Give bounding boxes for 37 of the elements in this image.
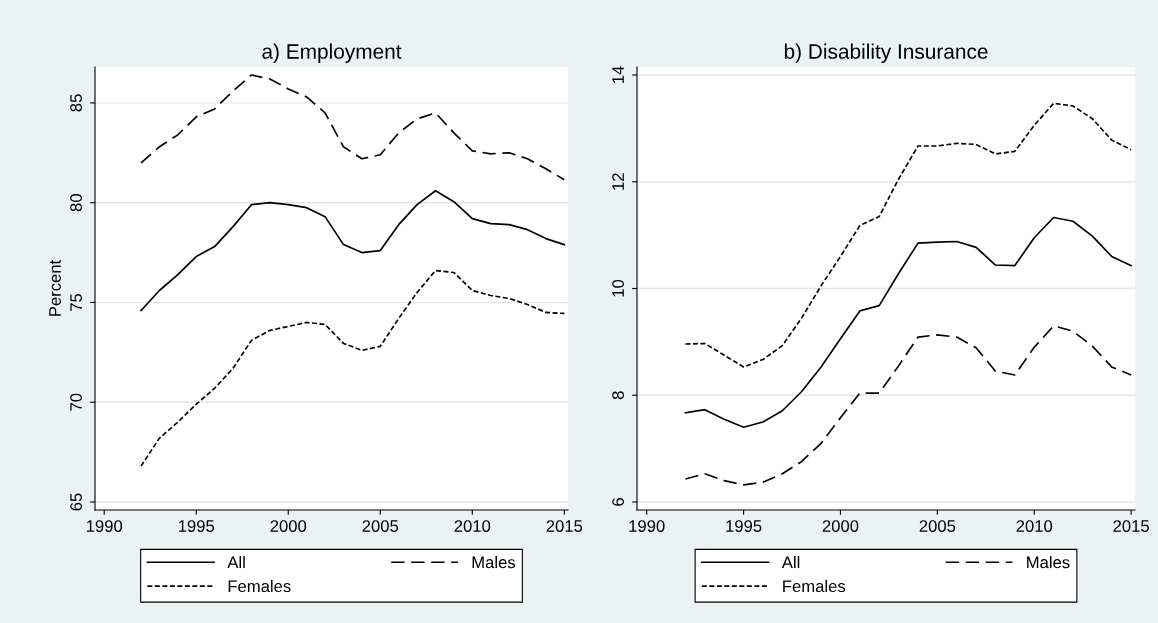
x-tick-label: 1995: [178, 520, 215, 532]
legend-label: Males: [1027, 556, 1070, 569]
x-tick-label: 2005: [919, 520, 956, 532]
line-series: [684, 102, 1132, 368]
y-tick-label: 14: [612, 66, 624, 83]
line-series: [684, 325, 1132, 486]
line-series: [684, 216, 1132, 429]
x-tick-label: 2005: [362, 520, 399, 532]
x-tick-label: 2015: [546, 520, 583, 532]
legend-label: All: [781, 556, 800, 569]
x-tick-label: 1990: [629, 520, 665, 532]
x-tick-label: 2000: [822, 520, 859, 532]
x-tick-label: 1995: [726, 520, 762, 532]
x-tick-label: 2010: [1016, 520, 1053, 532]
chart-title: a) Employment: [262, 43, 402, 63]
legend-label: Females: [783, 579, 846, 593]
x-tick-label: 2010: [454, 520, 491, 532]
line-series: [140, 189, 566, 312]
y-tick-label: 85: [70, 94, 82, 112]
legend-label: Males: [472, 556, 516, 569]
x-tick-label: 2000: [270, 520, 307, 532]
y-tick-label: 80: [70, 194, 82, 212]
y-tick-label: 70: [70, 393, 82, 411]
y-axis-title: Percent: [49, 259, 61, 316]
chart-title: b) Disability Insurance: [784, 43, 988, 63]
line-series: [140, 74, 566, 181]
y-tick-label: 75: [70, 293, 82, 311]
legend-label: All: [227, 556, 245, 569]
y-tick-label: 10: [612, 279, 624, 297]
y-tick-label: 65: [70, 493, 82, 511]
legend-label: Females: [228, 579, 291, 593]
line-series: [140, 269, 566, 467]
y-tick-label: 12: [612, 173, 624, 190]
x-tick-label: 1990: [86, 520, 123, 532]
x-tick-label: 2015: [1113, 520, 1149, 532]
y-tick-label: 6: [612, 498, 624, 506]
y-tick-label: 8: [612, 391, 624, 400]
